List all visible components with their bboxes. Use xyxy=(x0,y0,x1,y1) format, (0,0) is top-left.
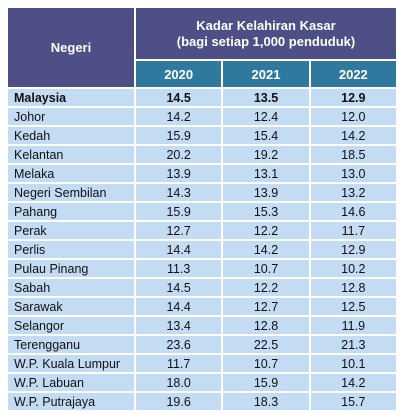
table-row: Pulau Pinang 11.3 10.7 10.2 xyxy=(8,260,396,277)
state-name-cell: Perak xyxy=(8,222,134,239)
value-2022-cell: 10.1 xyxy=(310,355,396,372)
state-name-cell: Negeri Sembilan xyxy=(8,184,134,201)
state-name-cell: Melaka xyxy=(8,165,134,182)
value-2021-cell: 19.2 xyxy=(223,146,309,163)
table-row: Melaka 13.9 13.1 13.0 xyxy=(8,165,396,182)
table-row: Kedah 15.9 15.4 14.2 xyxy=(8,127,396,144)
value-2022-cell: 11.7 xyxy=(310,222,396,239)
value-2021-cell: 12.2 xyxy=(223,222,309,239)
table-row: Sarawak 14.4 12.7 12.5 xyxy=(8,298,396,315)
value-2022-cell: 12.0 xyxy=(310,108,396,125)
table-row: Selangor 13.4 12.8 11.9 xyxy=(8,317,396,334)
table-row: Sabah 14.5 12.2 12.8 xyxy=(8,279,396,296)
value-2021-cell: 15.3 xyxy=(223,203,309,220)
header-year-2020: 2020 xyxy=(136,61,222,87)
table-row: Terengganu 23.6 22.5 21.3 xyxy=(8,336,396,353)
value-2022-cell: 11.9 xyxy=(310,317,396,334)
table-row: W.P. Putrajaya 19.6 18.3 15.7 xyxy=(8,393,396,410)
value-2021-cell: 12.7 xyxy=(223,298,309,315)
value-2020-cell: 14.4 xyxy=(136,298,222,315)
value-2020-cell: 14.5 xyxy=(136,279,222,296)
birth-rate-table: Negeri Kadar Kelahiran Kasar (bagi setia… xyxy=(6,6,398,412)
value-2020-cell: 13.4 xyxy=(136,317,222,334)
value-2022-cell: 10.2 xyxy=(310,260,396,277)
state-name-cell: Pahang xyxy=(8,203,134,220)
value-2021-cell: 10.7 xyxy=(223,355,309,372)
table-row: Pahang 15.9 15.3 14.6 xyxy=(8,203,396,220)
state-name-cell: Sarawak xyxy=(8,298,134,315)
value-2020-cell: 23.6 xyxy=(136,336,222,353)
state-name-cell: Perlis xyxy=(8,241,134,258)
state-name-cell: Malaysia xyxy=(8,89,134,106)
value-2021-cell: 12.8 xyxy=(223,317,309,334)
value-2021-cell: 12.2 xyxy=(223,279,309,296)
value-2020-cell: 15.9 xyxy=(136,127,222,144)
value-2021-cell: 12.4 xyxy=(223,108,309,125)
state-name-cell: Pulau Pinang xyxy=(8,260,134,277)
table-header: Negeri Kadar Kelahiran Kasar (bagi setia… xyxy=(8,8,396,87)
value-2022-cell: 12.9 xyxy=(310,241,396,258)
state-name-cell: Selangor xyxy=(8,317,134,334)
state-name-cell: W.P. Putrajaya xyxy=(8,393,134,410)
table-row: Negeri Sembilan 14.3 13.9 13.2 xyxy=(8,184,396,201)
value-2022-cell: 21.3 xyxy=(310,336,396,353)
state-name-cell: W.P. Kuala Lumpur xyxy=(8,355,134,372)
table-row: Kelantan 20.2 19.2 18.5 xyxy=(8,146,396,163)
header-state: Negeri xyxy=(8,8,134,87)
value-2020-cell: 14.3 xyxy=(136,184,222,201)
value-2020-cell: 11.7 xyxy=(136,355,222,372)
table-row: Perlis 14.4 14.2 12.9 xyxy=(8,241,396,258)
value-2021-cell: 13.5 xyxy=(223,89,309,106)
table-row: W.P. Kuala Lumpur 11.7 10.7 10.1 xyxy=(8,355,396,372)
value-2020-cell: 12.7 xyxy=(136,222,222,239)
value-2021-cell: 18.3 xyxy=(223,393,309,410)
value-2022-cell: 14.6 xyxy=(310,203,396,220)
value-2021-cell: 15.4 xyxy=(223,127,309,144)
table-row: Malaysia 14.5 13.5 12.9 xyxy=(8,89,396,106)
table-row: Johor 14.2 12.4 12.0 xyxy=(8,108,396,125)
header-title-line2: (bagi setiap 1,000 penduduk) xyxy=(176,33,356,49)
header-title-line1: Kadar Kelahiran Kasar xyxy=(196,17,336,33)
birth-rate-table-container: Negeri Kadar Kelahiran Kasar (bagi setia… xyxy=(6,6,398,412)
value-2022-cell: 13.0 xyxy=(310,165,396,182)
value-2022-cell: 12.5 xyxy=(310,298,396,315)
state-name-cell: W.P. Labuan xyxy=(8,374,134,391)
table-body: Malaysia 14.5 13.5 12.9 Johor 14.2 12.4 12.0 Ked… xyxy=(8,89,396,410)
value-2021-cell: 13.1 xyxy=(223,165,309,182)
table-row: W.P. Labuan 18.0 15.9 14.2 xyxy=(8,374,396,391)
value-2022-cell: 15.7 xyxy=(310,393,396,410)
value-2020-cell: 14.5 xyxy=(136,89,222,106)
state-name-cell: Johor xyxy=(8,108,134,125)
value-2020-cell: 11.3 xyxy=(136,260,222,277)
value-2022-cell: 18.5 xyxy=(310,146,396,163)
header-title: Kadar Kelahiran Kasar (bagi setiap 1,000… xyxy=(136,8,396,60)
value-2022-cell: 12.8 xyxy=(310,279,396,296)
value-2020-cell: 20.2 xyxy=(136,146,222,163)
state-name-cell: Kedah xyxy=(8,127,134,144)
state-name-cell: Terengganu xyxy=(8,336,134,353)
value-2021-cell: 10.7 xyxy=(223,260,309,277)
header-year-2022: 2022 xyxy=(310,61,396,87)
value-2020-cell: 19.6 xyxy=(136,393,222,410)
table-row: Perak 12.7 12.2 11.7 xyxy=(8,222,396,239)
value-2021-cell: 22.5 xyxy=(223,336,309,353)
value-2021-cell: 14.2 xyxy=(223,241,309,258)
value-2022-cell: 13.2 xyxy=(310,184,396,201)
value-2022-cell: 12.9 xyxy=(310,89,396,106)
header-year-2021: 2021 xyxy=(223,61,309,87)
value-2020-cell: 15.9 xyxy=(136,203,222,220)
value-2021-cell: 13.9 xyxy=(223,184,309,201)
value-2022-cell: 14.2 xyxy=(310,374,396,391)
value-2021-cell: 15.9 xyxy=(223,374,309,391)
state-name-cell: Sabah xyxy=(8,279,134,296)
value-2020-cell: 13.9 xyxy=(136,165,222,182)
value-2020-cell: 14.2 xyxy=(136,108,222,125)
state-name-cell: Kelantan xyxy=(8,146,134,163)
value-2022-cell: 14.2 xyxy=(310,127,396,144)
value-2020-cell: 14.4 xyxy=(136,241,222,258)
value-2020-cell: 18.0 xyxy=(136,374,222,391)
